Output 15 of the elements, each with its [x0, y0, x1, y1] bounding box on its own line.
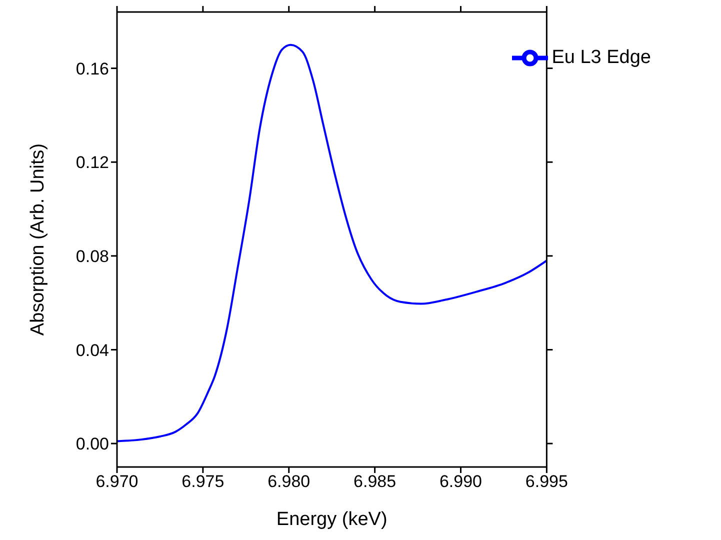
y-tick-label: 0.16: [76, 59, 109, 78]
y-axis-title: Absorption (Arb. Units): [28, 143, 49, 336]
x-tick-label: 6.990: [439, 472, 482, 492]
x-tick-label: 6.970: [96, 472, 138, 492]
line-series: [117, 44, 547, 442]
x-tick-label: 6.995: [525, 472, 568, 492]
x-tick-label: 6.985: [354, 472, 396, 492]
x-axis-title: Energy (keV): [276, 509, 388, 530]
y-tick-label: 0.04: [76, 340, 109, 360]
y-tick-label: 0.00: [76, 434, 109, 454]
y-tick-label: 0.08: [76, 246, 109, 266]
text: Eu L3 Edge: [552, 47, 651, 68]
x-tick-label: 6.980: [268, 472, 310, 492]
y-tick-label: 0.12: [76, 153, 109, 172]
x-tick-label: 6.975: [182, 472, 224, 492]
